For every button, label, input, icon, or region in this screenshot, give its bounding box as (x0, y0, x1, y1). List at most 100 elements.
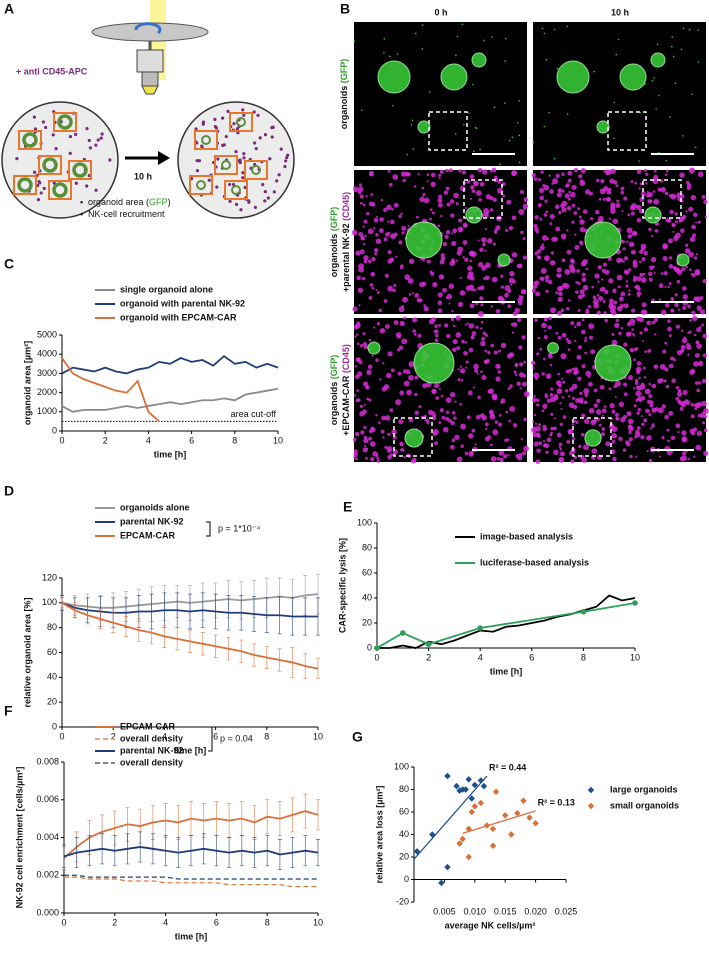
nk-cell-signal (681, 451, 687, 456)
nk-cell-signal (366, 369, 372, 375)
nk-cell-signal (534, 422, 538, 425)
debris (518, 100, 521, 102)
nk-cell-signal (522, 255, 528, 260)
nk-cell-signal (549, 396, 556, 403)
nk-cell-signal (639, 260, 642, 264)
nk-cell-signal (689, 319, 693, 322)
error-bar (316, 839, 320, 867)
nk-cell-signal (697, 381, 701, 385)
nk-cell-signal (434, 333, 439, 338)
nk-cell-signal (561, 332, 567, 338)
nk-cell-signal (579, 391, 583, 396)
x-tick-label: 0.020 (524, 906, 547, 916)
nk-cell-signal (469, 174, 475, 179)
nk-cell (270, 126, 274, 130)
nk-cell-signal (612, 288, 617, 293)
nk-cell-signal (642, 366, 646, 370)
nk-cell-signal (625, 441, 631, 447)
debris (553, 28, 556, 31)
nk-cell-signal (682, 437, 687, 443)
nk-cell-signal (368, 436, 372, 441)
nk-cell-signal (495, 376, 501, 382)
nk-cell-signal (353, 452, 358, 458)
nk-cell-signal (477, 239, 480, 242)
nk-cell-signal (459, 402, 463, 406)
nk-cell-signal (597, 265, 602, 270)
nk-cell-signal (532, 420, 535, 423)
nk-cell-signal (517, 263, 523, 269)
nk-cell-signal (598, 296, 604, 302)
nk-cell-signal (362, 332, 366, 336)
nk-cell-signal (622, 247, 626, 251)
row-label-part: organoids (329, 379, 339, 425)
nk-cell-signal (505, 228, 509, 232)
nk-cell-signal (613, 300, 618, 305)
nk-cell-signal (432, 281, 438, 288)
nk-cell-signal (686, 183, 692, 188)
nk-cell-signal (638, 249, 644, 254)
nk-cell-signal (700, 411, 707, 418)
nk-cell-signal (637, 398, 640, 401)
nk-cell (38, 181, 42, 185)
nk-cell-signal (560, 308, 565, 313)
nk-cell-signal (423, 197, 430, 204)
nk-cell-signal (469, 259, 473, 263)
nk-cell-signal (601, 427, 606, 431)
nk-cell-signal (421, 186, 425, 190)
nk-cell-signal (534, 280, 540, 286)
nk-cell-signal (638, 376, 641, 380)
significance-bracket (206, 521, 211, 537)
nk-cell-signal (696, 388, 701, 393)
nk-cell-signal (466, 415, 471, 420)
nk-cell-signal (369, 283, 374, 287)
nk-cell-signal (623, 196, 628, 201)
nk-cell-signal (602, 300, 606, 304)
nk-cell-signal (581, 277, 587, 283)
nk-cell (231, 182, 236, 187)
nk-cell-signal (607, 187, 612, 192)
nk-cell-signal (675, 386, 680, 390)
debris (566, 113, 569, 115)
nk-cell-signal (387, 285, 394, 292)
nk-cell-signal (498, 265, 501, 268)
nk-cell-signal (545, 450, 549, 455)
y-tick-label: 0.000 (36, 907, 59, 917)
nk-cell-signal (610, 208, 616, 214)
nk-cell-signal (470, 185, 475, 190)
debris (421, 24, 424, 26)
nk-cell-signal (696, 327, 702, 333)
nk-cell-signal (679, 193, 685, 199)
nk-cell-signal (691, 310, 696, 316)
nk-cell-signal (588, 407, 595, 414)
nk-cell-signal (366, 211, 370, 216)
nk-cell-signal (573, 367, 579, 372)
debris (653, 77, 655, 79)
nk-cell-signal (487, 238, 493, 244)
nk-cell-signal (641, 257, 646, 262)
nk-cell-signal (481, 265, 487, 271)
nk-cell-signal (654, 169, 657, 173)
nk-cell-signal (398, 214, 402, 219)
nk-cell-signal (636, 169, 642, 175)
nk-cell-signal (544, 255, 550, 262)
nk-cell-signal (423, 306, 429, 312)
nk-cell-signal (561, 377, 564, 380)
nk-cell-signal (642, 309, 648, 315)
nk-cell-signal (571, 423, 575, 426)
nk-cell-signal (627, 234, 633, 239)
nk-cell-signal (507, 387, 511, 391)
nk-cell-signal (703, 199, 708, 205)
nk-cell-signal (468, 347, 474, 353)
nk-cell-signal (437, 224, 441, 228)
nk-cell-signal (385, 324, 390, 329)
nk-cell-signal (417, 333, 422, 338)
nk-cell-signal (628, 437, 633, 442)
readout-part: NK-cell recruitment (88, 209, 165, 219)
nk-cell (33, 127, 38, 131)
nk-cell-signal (484, 333, 488, 337)
nk-cell-signal (676, 350, 683, 356)
nk-cell-signal (629, 347, 635, 353)
nk-cell-signal (682, 305, 687, 310)
nk-cell-signal (498, 449, 505, 456)
nk-cell-signal (618, 436, 623, 442)
